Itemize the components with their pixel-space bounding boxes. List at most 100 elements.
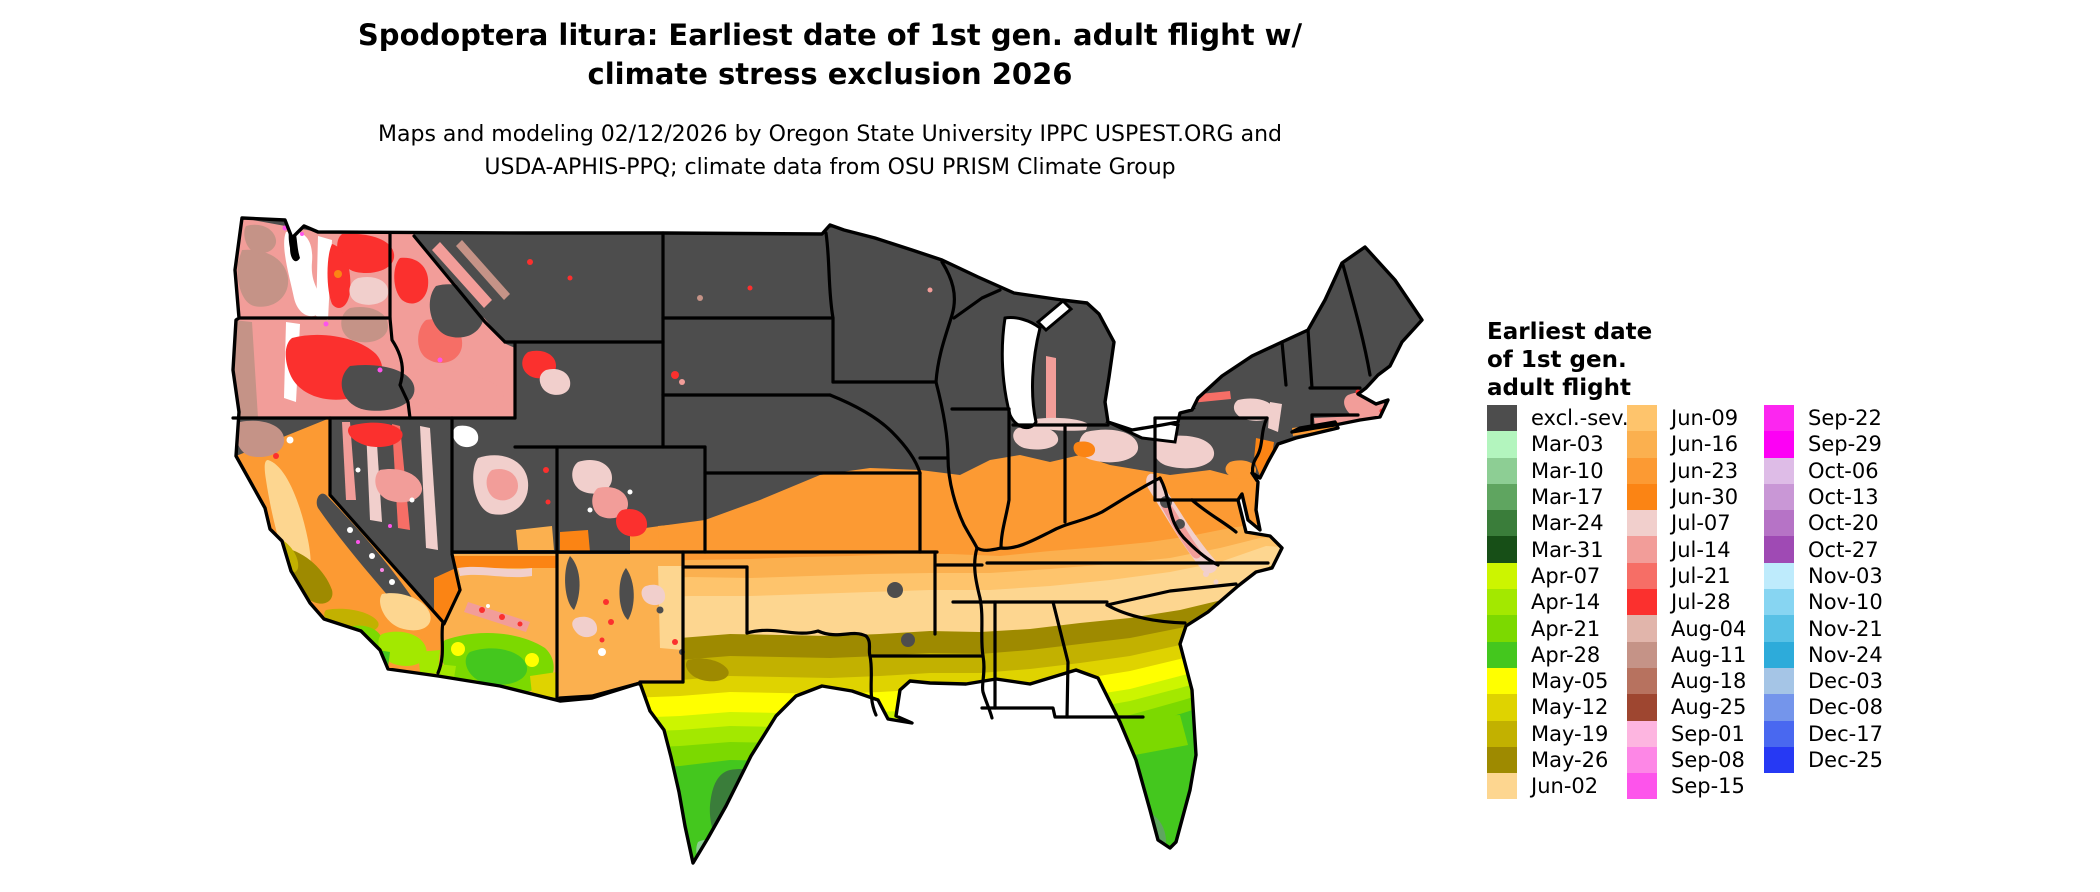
sierra-white1 — [347, 527, 353, 533]
border-id-mt — [412, 234, 507, 344]
legend-label: Oct-27 — [1808, 537, 1879, 562]
legend-row: Oct-06 — [1764, 457, 1883, 484]
border-nv-az-river — [442, 552, 462, 626]
legend-label: Sep-22 — [1808, 406, 1882, 431]
map-california — [235, 418, 444, 676]
legend-label: Dec-03 — [1808, 669, 1883, 694]
legend-swatch — [1627, 405, 1657, 432]
nc-mtn-pink2 — [1213, 579, 1219, 585]
in-oh-pink2 — [1079, 429, 1139, 463]
region-or-coast-brown — [233, 320, 258, 418]
ca-north-red — [273, 453, 279, 459]
border-vt-nh — [1306, 328, 1314, 390]
ut-red-dot2 — [545, 499, 551, 505]
region-fl-darkgreen — [1117, 818, 1158, 863]
legend-row: Oct-20 — [1764, 510, 1883, 537]
se-pa-orange — [1225, 460, 1256, 479]
border-nc-sc — [1105, 582, 1238, 607]
magenta-speck4 — [377, 367, 383, 373]
legend-label: Jun-30 — [1671, 485, 1739, 510]
region-blue-mtns-brown — [341, 306, 388, 343]
legend-title: Earliest date of 1st gen. adult flight — [1487, 318, 2087, 402]
co-red — [616, 508, 648, 537]
nv-red-top — [348, 422, 403, 448]
nm-gray-lobe2 — [619, 568, 634, 620]
legend-swatch — [1764, 405, 1794, 432]
legend-row: Apr-28 — [1487, 641, 1629, 668]
az-red1 — [479, 607, 485, 613]
map-montana-wyoming — [432, 240, 753, 395]
legend-label: Nov-10 — [1808, 590, 1883, 615]
ozark-gray — [887, 582, 903, 598]
magenta-speck3 — [323, 321, 329, 327]
legend-row: May-12 — [1487, 694, 1629, 721]
legend-label: May-05 — [1531, 669, 1609, 694]
legend-label: Dec-25 — [1808, 748, 1883, 772]
state-borders — [231, 231, 1372, 720]
legend-row: May-19 — [1487, 720, 1629, 747]
legend-label: Aug-18 — [1671, 669, 1747, 694]
ca-imperial — [418, 650, 440, 674]
legend-swatch — [1627, 615, 1657, 642]
channel-island3 — [324, 636, 328, 640]
legend-swatch — [1764, 483, 1794, 511]
legend-label: Aug-04 — [1671, 616, 1747, 641]
region-stx-tip — [696, 839, 727, 863]
legend-row: Dec-03 — [1764, 667, 1883, 695]
co-sw-orange — [560, 530, 590, 552]
legend-row: Aug-11 — [1627, 641, 1747, 668]
legend-row: Dec-17 — [1764, 720, 1883, 747]
legend-swatch — [1487, 667, 1517, 695]
legend-swatch — [1487, 773, 1517, 800]
legend-label: Aug-11 — [1671, 642, 1747, 667]
az-red2 — [499, 614, 505, 620]
legend-label: Mar-10 — [1531, 458, 1604, 483]
magenta-speck5 — [437, 357, 443, 363]
legend-label: Jun-09 — [1671, 406, 1739, 431]
conus-choropleth-map — [231, 216, 1424, 883]
legend-swatch — [1764, 589, 1794, 616]
map-arizona — [438, 554, 557, 698]
legend-row: Apr-14 — [1487, 589, 1629, 616]
border-red-river — [745, 628, 868, 638]
map-title: Spodoptera litura: Earliest date of 1st … — [0, 16, 1660, 94]
legend-label: Jul-14 — [1671, 537, 1731, 562]
border-al-s-fl-n — [980, 706, 1145, 719]
wa-orange-dot — [334, 270, 342, 278]
legend-swatch — [1487, 536, 1517, 563]
map-subtitle-line1: Maps and modeling 02/12/2026 by Oregon S… — [378, 122, 1282, 147]
ut-salt-flats — [452, 425, 479, 448]
oh-orange-pocket — [1073, 441, 1096, 458]
legend-swatch — [1627, 457, 1657, 484]
legend-row: Nov-10 — [1764, 589, 1883, 616]
legend-row: Oct-13 — [1764, 483, 1883, 511]
legend-swatch — [1487, 405, 1517, 432]
mi-shore-pink — [1046, 356, 1056, 420]
legend-swatch — [1627, 720, 1657, 747]
region-fl-keys2 — [1142, 879, 1146, 883]
legend-label: May-26 — [1531, 748, 1609, 772]
ca-klamath-brown — [235, 420, 285, 458]
border-potomac — [1190, 498, 1238, 534]
mt-shasta-white — [286, 436, 294, 444]
legend-row: Aug-18 — [1627, 667, 1747, 695]
border-il-in — [999, 407, 1011, 550]
legend-row: Sep-08 — [1627, 746, 1746, 774]
sierra-white3 — [389, 579, 395, 585]
sierra-pink — [380, 568, 384, 572]
boston-mtns-gray — [901, 633, 915, 647]
legend-row: May-26 — [1487, 746, 1629, 774]
border-mississippi-upper — [934, 380, 979, 550]
az-white-speck — [486, 604, 490, 608]
legend-title-line: Earliest date — [1487, 319, 1653, 345]
legend-row: Mar-03 — [1487, 431, 1629, 458]
region-wy-pink — [539, 368, 571, 395]
legend-row: Jun-23 — [1627, 457, 1746, 484]
region-ut-rose — [486, 468, 518, 501]
legend-swatch — [1764, 510, 1794, 537]
nv-streak2 — [366, 428, 382, 522]
legend-label: Jun-02 — [1531, 774, 1599, 799]
ca-inland-yg — [378, 631, 427, 667]
legend-row: Mar-10 — [1487, 457, 1629, 484]
legend-label: Apr-21 — [1531, 616, 1601, 641]
